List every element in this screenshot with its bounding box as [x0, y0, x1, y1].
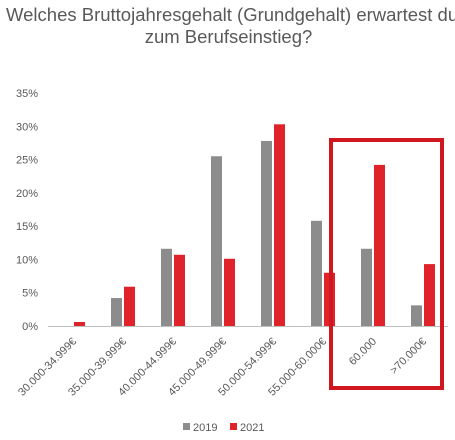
bar-2019-6 [361, 248, 372, 326]
bar-2019-7 [411, 305, 422, 326]
y-tick-label: 20% [16, 188, 38, 200]
legend-label-2021: 2021 [240, 422, 264, 434]
chart-title-line-1: Welches Bruttojahresgehalt (Grundgehalt)… [6, 4, 455, 25]
legend-label-2019: 2019 [193, 422, 217, 434]
y-tick-label: 30% [16, 121, 38, 133]
bar-2019-4 [261, 140, 272, 326]
bar-2021-1 [124, 286, 135, 326]
bar-2021-2 [174, 254, 185, 326]
y-tick-label: 35% [16, 88, 38, 100]
legend-swatch-2021 [230, 423, 237, 430]
chart-title: Welches Bruttojahresgehalt (Grundgehalt)… [6, 4, 455, 48]
bar-2019-1 [111, 298, 122, 326]
bar-2019-5 [311, 220, 322, 326]
legend-swatch-2019 [183, 423, 190, 430]
y-tick-label: 15% [16, 221, 38, 233]
x-tick-label: >70.000€ [388, 336, 429, 377]
y-tick-label: 25% [16, 155, 38, 167]
bar-2019-3 [211, 156, 222, 326]
highlight-box [329, 138, 444, 390]
bar-2021-0 [74, 322, 85, 326]
bar-2021-3 [224, 258, 235, 326]
bar-2019-2 [161, 248, 172, 326]
y-tick-label: 0% [22, 321, 38, 333]
bar-2021-6 [374, 164, 385, 326]
y-tick-label: 10% [16, 254, 38, 266]
bar-2021-4 [274, 124, 285, 326]
x-tick-label: 60.000 [347, 336, 379, 368]
chart-title-line-2: zum Berufseinstieg? [144, 26, 313, 47]
bar-2021-7 [424, 264, 435, 326]
y-tick-label: 5% [22, 288, 38, 300]
